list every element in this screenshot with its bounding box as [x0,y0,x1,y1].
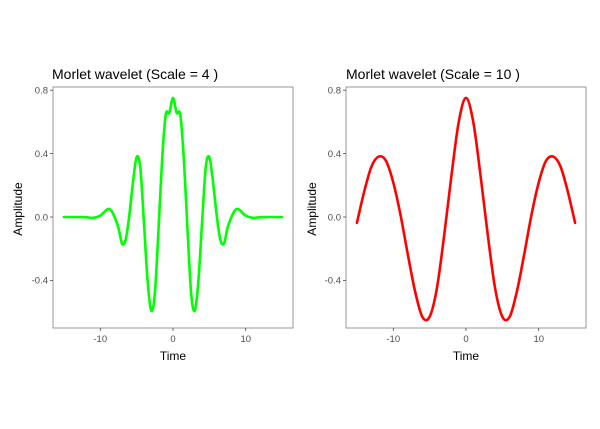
x-axis-label: Time [160,349,187,363]
plot-area [52,86,294,329]
axis-ticks: -0.4 0.0 0.4 0.8 -10 0 10 [32,85,251,345]
series-line-scale-4 [62,96,284,313]
chart-title: Morlet wavelet (Scale = 4 ) [52,66,218,82]
x-tick-label: 0 [463,334,468,345]
plot-area [345,86,587,329]
x-tick-label: 0 [170,334,175,345]
y-tick-label: 0.0 [328,212,341,223]
y-tick-label: 0.4 [35,149,48,160]
x-tick-label: -10 [93,334,107,345]
chart-panel-scale-10: Morlet wavelet (Scale = 10 ) Amplitude T… [305,66,587,363]
chart-panel-scale-4: Morlet wavelet (Scale = 4 ) Amplitude Ti… [11,66,294,363]
y-tick-label: -0.4 [32,276,48,287]
y-axis-label: Amplitude [305,182,319,236]
series-line-scale-10 [355,96,577,322]
y-tick-label: 0.0 [35,212,48,223]
axis-ticks: -0.4 0.0 0.4 0.8 -10 0 10 [325,85,544,345]
x-axis-label: Time [453,349,480,363]
y-axis-label: Amplitude [11,182,25,236]
y-tick-label: -0.4 [325,276,341,287]
y-tick-label: 0.8 [328,85,341,96]
x-tick-label: 10 [240,334,251,345]
y-tick-label: 0.8 [35,85,48,96]
x-tick-label: 10 [533,334,544,345]
x-tick-label: -10 [386,334,400,345]
chart-title: Morlet wavelet (Scale = 10 ) [346,66,520,82]
y-tick-label: 0.4 [328,149,341,160]
